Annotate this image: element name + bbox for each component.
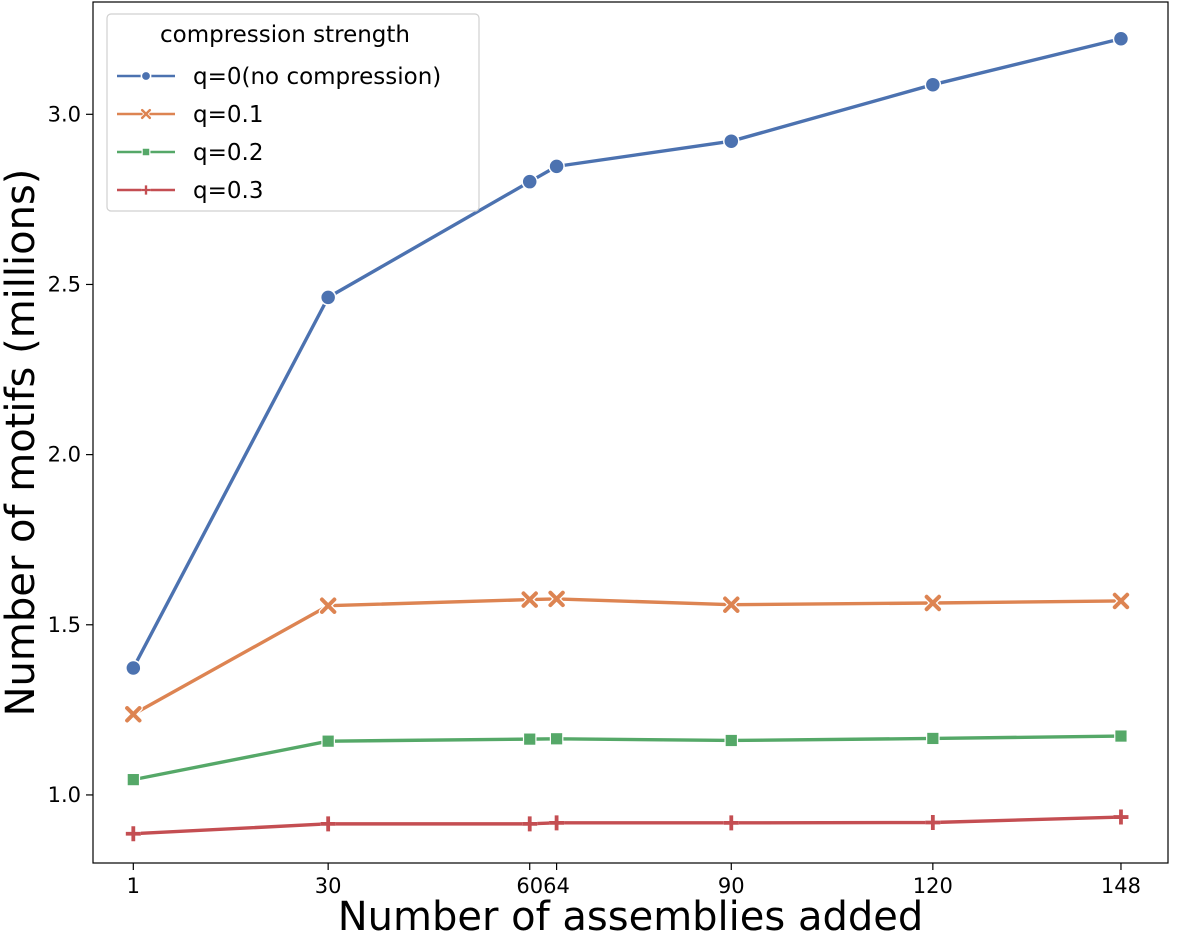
data-point-2-4 [724, 733, 739, 748]
data-point-2-2 [522, 732, 537, 746]
x-axis-title: Number of assemblies added [338, 894, 924, 936]
legend-item-2: q=0.2 [117, 140, 263, 166]
legend-marker-1 [140, 108, 152, 120]
data-point-2-1 [321, 734, 335, 748]
plot-area [123, 30, 1131, 842]
data-point-1-1 [318, 596, 338, 616]
series-1 [123, 589, 1131, 724]
legend-label-3: q=0.3 [193, 178, 263, 204]
x-tick-label-1: 30 [315, 874, 342, 898]
data-point-1-0 [123, 704, 143, 724]
data-point-3-6 [1113, 809, 1129, 825]
y-tick-label-3: 2.5 [48, 272, 81, 296]
data-point-1-6 [1111, 591, 1131, 611]
legend-title: compression strength [160, 22, 410, 48]
legend-item-1: q=0.1 [117, 102, 263, 128]
x-tick-label-4: 120 [913, 874, 953, 898]
data-point-1-5 [923, 593, 943, 613]
series-line-2 [132, 734, 1121, 782]
x-tick-label-3: 90 [718, 874, 745, 898]
data-point-3-3 [549, 815, 565, 831]
data-point-0-0 [125, 659, 142, 677]
legend-marker-2 [141, 147, 151, 157]
data-point-3-5 [925, 815, 941, 831]
data-point-1-4 [721, 595, 741, 615]
axes: 1 30 6064 90 120 148 1.0 1.5 2.0 2.5 3.0 [48, 1, 1169, 898]
y-tick-label-1: 1.5 [48, 613, 81, 637]
series-3 [125, 809, 1129, 842]
data-point-0-6 [1112, 30, 1130, 48]
data-point-0-2 [521, 173, 538, 190]
data-point-2-3 [549, 731, 564, 746]
legend-box [106, 13, 480, 212]
legend-label-1: q=0.1 [193, 102, 263, 128]
y-tick-label-4: 3.0 [48, 102, 81, 126]
series-line-1 [132, 597, 1121, 716]
data-point-3-1 [320, 816, 336, 832]
legend: compression strength q=0(no compression) q… [106, 13, 480, 212]
x-tick-label-2: 6064 [516, 874, 569, 898]
data-point-0-3 [548, 158, 565, 175]
y-tick-label-2: 2.0 [48, 443, 81, 467]
legend-label-2: q=0.2 [193, 140, 263, 166]
legend-marker-0 [140, 70, 152, 82]
data-point-1-2 [520, 590, 540, 610]
data-point-3-0 [125, 826, 141, 842]
series-2 [126, 729, 1128, 787]
series-0 [125, 30, 1130, 677]
data-point-0-1 [319, 289, 337, 306]
data-point-2-0 [126, 772, 141, 787]
y-axis-title: Number of motifs (millions) [0, 169, 44, 717]
data-point-2-5 [926, 731, 940, 746]
plot-frame [92, 1, 1169, 864]
y-tick-label-0: 1.0 [48, 783, 81, 807]
data-point-3-2 [522, 816, 538, 832]
x-tick-label-5: 148 [1101, 874, 1141, 898]
legend-item-0: q=0(no compression) [117, 64, 441, 90]
data-point-0-4 [723, 132, 740, 150]
data-point-2-6 [1114, 729, 1128, 743]
data-point-3-4 [723, 815, 739, 831]
legend-label-0: q=0(no compression) [193, 64, 441, 90]
data-point-1-3 [547, 589, 567, 609]
legend-marker-3 [141, 185, 151, 195]
data-point-0-5 [924, 76, 942, 93]
legend-item-3: q=0.3 [117, 178, 263, 204]
x-tick-label-0: 1 [127, 874, 140, 898]
series-line-3 [133, 815, 1122, 836]
